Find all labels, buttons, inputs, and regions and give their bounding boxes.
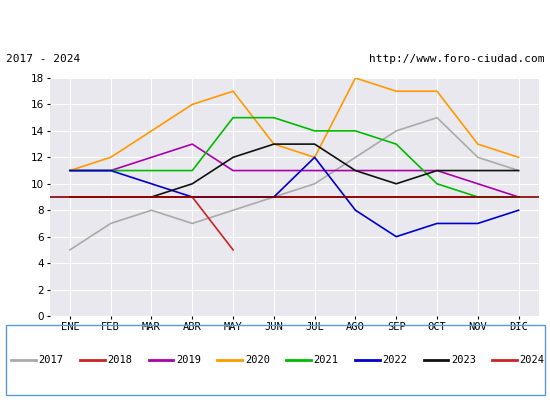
- Text: 2023: 2023: [451, 355, 476, 365]
- Text: 2019: 2019: [176, 355, 201, 365]
- Text: 2021: 2021: [314, 355, 338, 365]
- Text: 2017: 2017: [39, 355, 63, 365]
- Text: 2022: 2022: [382, 355, 407, 365]
- Text: Evolucion del paro registrado en Anguiano: Evolucion del paro registrado en Anguian…: [88, 14, 462, 28]
- Text: 2020: 2020: [245, 355, 270, 365]
- Text: 2017 - 2024: 2017 - 2024: [6, 54, 80, 64]
- Text: 2024: 2024: [520, 355, 544, 365]
- Text: http://www.foro-ciudad.com: http://www.foro-ciudad.com: [369, 54, 544, 64]
- Text: 2018: 2018: [107, 355, 132, 365]
